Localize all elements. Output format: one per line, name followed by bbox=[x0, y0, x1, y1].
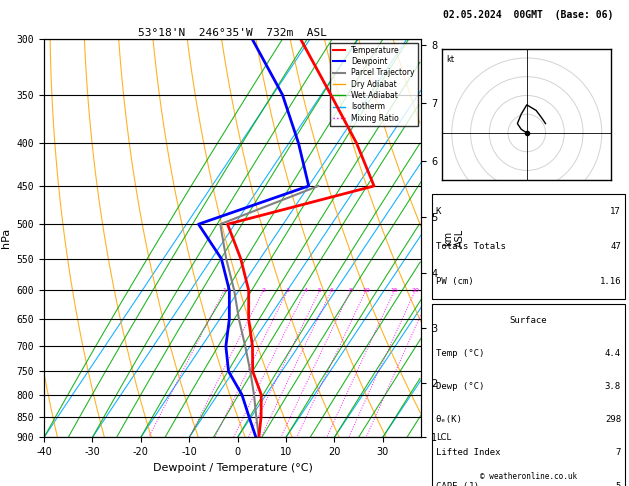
Dewpoint bbox=[195, 221, 203, 227]
Dewpoint bbox=[279, 92, 286, 98]
Dewpoint bbox=[218, 256, 225, 261]
Dewpoint bbox=[295, 140, 303, 146]
Temperature bbox=[257, 392, 265, 398]
Text: 3.8: 3.8 bbox=[605, 382, 621, 391]
Text: 47: 47 bbox=[610, 243, 621, 251]
Dewpoint bbox=[245, 414, 253, 419]
Temperature bbox=[245, 287, 252, 293]
Legend: Temperature, Dewpoint, Parcel Trajectory, Dry Adiabat, Wet Adiabat, Isotherm, Mi: Temperature, Dewpoint, Parcel Trajectory… bbox=[330, 43, 418, 125]
Y-axis label: hPa: hPa bbox=[1, 228, 11, 248]
Parcel Trajectory bbox=[235, 316, 243, 322]
Dewpoint bbox=[252, 434, 260, 440]
Text: LCL: LCL bbox=[437, 433, 452, 442]
Y-axis label: km
ASL: km ASL bbox=[443, 229, 465, 247]
Text: 8: 8 bbox=[348, 288, 353, 293]
Text: Totals Totals: Totals Totals bbox=[436, 243, 506, 251]
Text: K: K bbox=[436, 208, 441, 216]
Text: 3: 3 bbox=[286, 288, 290, 293]
Line: Dewpoint: Dewpoint bbox=[199, 39, 309, 437]
Text: Surface: Surface bbox=[509, 316, 547, 325]
Parcel Trajectory bbox=[216, 221, 224, 227]
Title: 53°18'N  246°35'W  732m  ASL: 53°18'N 246°35'W 732m ASL bbox=[138, 28, 327, 38]
Line: Parcel Trajectory: Parcel Trajectory bbox=[220, 186, 318, 437]
Text: 4: 4 bbox=[303, 288, 308, 293]
Temperature bbox=[237, 256, 245, 261]
Dewpoint bbox=[222, 343, 230, 349]
Text: kt: kt bbox=[446, 55, 454, 64]
Parcel Trajectory bbox=[252, 414, 260, 419]
Text: 5: 5 bbox=[616, 482, 621, 486]
Text: Lifted Index: Lifted Index bbox=[436, 449, 500, 457]
Text: 5: 5 bbox=[318, 288, 321, 293]
Dewpoint bbox=[238, 392, 246, 398]
Parcel Trajectory bbox=[242, 343, 249, 349]
Parcel Trajectory bbox=[230, 287, 238, 293]
Temperature bbox=[245, 316, 252, 322]
Text: 4.4: 4.4 bbox=[605, 349, 621, 358]
Parcel Trajectory bbox=[247, 368, 254, 374]
Text: 17: 17 bbox=[610, 208, 621, 216]
Dewpoint bbox=[305, 183, 313, 189]
Text: © weatheronline.co.uk: © weatheronline.co.uk bbox=[480, 472, 577, 481]
Temperature bbox=[248, 343, 256, 349]
Text: Dewp (°C): Dewp (°C) bbox=[436, 382, 484, 391]
Dewpoint bbox=[225, 368, 232, 374]
Temperature bbox=[297, 36, 304, 42]
Temperature bbox=[370, 183, 378, 189]
Temperature bbox=[353, 140, 360, 146]
Text: Temp (°C): Temp (°C) bbox=[436, 349, 484, 358]
Text: 2: 2 bbox=[262, 288, 265, 293]
Text: PW (cm): PW (cm) bbox=[436, 278, 474, 286]
Text: 298: 298 bbox=[605, 416, 621, 424]
Text: 15: 15 bbox=[391, 288, 398, 293]
Dewpoint bbox=[226, 316, 233, 322]
X-axis label: Dewpoint / Temperature (°C): Dewpoint / Temperature (°C) bbox=[153, 463, 313, 473]
Text: 20: 20 bbox=[411, 288, 420, 293]
Temperature bbox=[257, 414, 265, 419]
Text: 6: 6 bbox=[330, 288, 333, 293]
Text: 7: 7 bbox=[616, 449, 621, 457]
Temperature bbox=[327, 92, 335, 98]
Temperature bbox=[249, 368, 257, 374]
Text: CAPE (J): CAPE (J) bbox=[436, 482, 479, 486]
Dewpoint bbox=[248, 36, 256, 42]
Text: 1.16: 1.16 bbox=[599, 278, 621, 286]
Parcel Trajectory bbox=[314, 183, 322, 189]
Text: 1: 1 bbox=[222, 288, 226, 293]
Parcel Trajectory bbox=[255, 434, 263, 440]
Temperature bbox=[255, 434, 263, 440]
Temperature bbox=[224, 221, 231, 227]
Line: Temperature: Temperature bbox=[228, 39, 374, 437]
Parcel Trajectory bbox=[223, 256, 230, 261]
Text: θₑ(K): θₑ(K) bbox=[436, 416, 463, 424]
Text: 10: 10 bbox=[362, 288, 370, 293]
Text: 02.05.2024  00GMT  (Base: 06): 02.05.2024 00GMT (Base: 06) bbox=[443, 10, 613, 20]
Parcel Trajectory bbox=[250, 392, 258, 398]
Dewpoint bbox=[226, 287, 233, 293]
